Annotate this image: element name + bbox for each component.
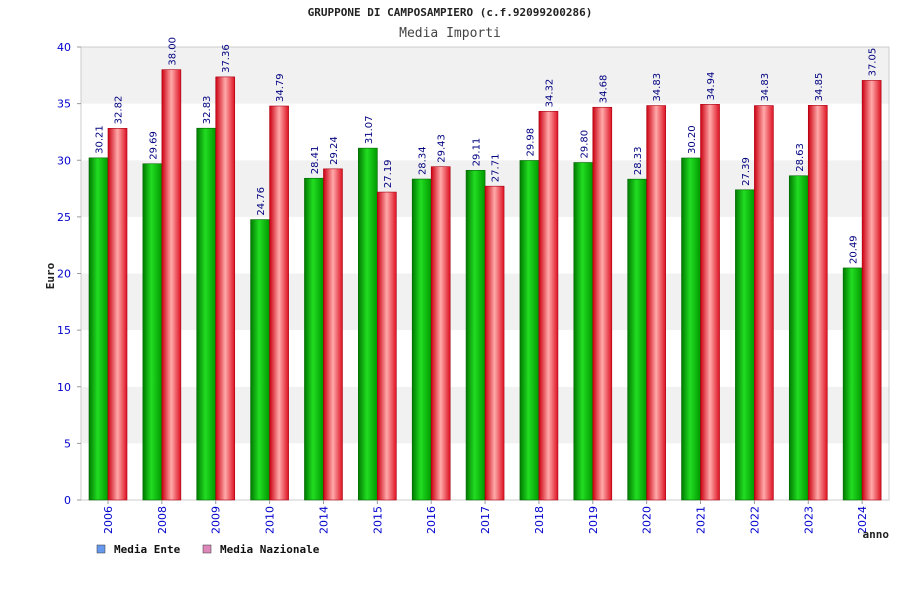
x-tick-label: 2015 [371, 506, 384, 534]
bar-media-ente [842, 267, 863, 501]
bar-media-nazionale [430, 166, 451, 501]
y-tick-label: 35 [57, 98, 71, 111]
bar-media-nazionale [592, 106, 613, 501]
bar-media-nazionale [646, 105, 666, 501]
x-tick-label: 2016 [425, 506, 438, 534]
bar-value-label: 27.39 [741, 157, 752, 186]
x-tick-label: 2017 [479, 506, 492, 534]
bar-value-label: 38.00 [167, 37, 178, 66]
x-tick-label: 2010 [264, 506, 277, 534]
x-tick-label: 2020 [641, 506, 654, 534]
y-tick-label: 40 [57, 41, 71, 54]
bar-value-label: 28.33 [633, 147, 644, 176]
x-tick-label: 2018 [533, 506, 546, 534]
bar-media-nazionale [807, 105, 828, 501]
x-axis-label: anno [863, 528, 890, 541]
x-tick-label: 2022 [748, 506, 761, 534]
bar-media-ente [681, 157, 701, 501]
y-tick-label: 5 [64, 437, 71, 450]
x-tick-label: 2021 [695, 506, 708, 534]
bar-media-nazionale [377, 191, 397, 501]
bar-value-label: 28.41 [310, 146, 321, 175]
legend-label-nazionale: Media Nazionale [220, 543, 320, 556]
bar-media-nazionale [754, 105, 774, 501]
bar-media-nazionale [484, 185, 505, 501]
bar-media-ente [788, 175, 809, 501]
bar-value-label: 29.24 [329, 136, 340, 165]
bar-value-label: 37.36 [221, 44, 232, 73]
bar-value-label: 27.19 [383, 159, 394, 188]
bar-media-ente [304, 177, 324, 501]
x-tick-label: 2024 [856, 506, 869, 534]
bar-media-ente [88, 157, 109, 501]
x-tick-label: 2023 [802, 506, 815, 534]
bar-value-label: 34.32 [544, 79, 555, 108]
bar-media-ente [250, 219, 270, 501]
bar-media-nazionale [215, 76, 236, 501]
bar-media-ente [465, 170, 486, 501]
bar-value-label: 28.63 [795, 143, 806, 172]
bar-value-label: 34.94 [706, 72, 717, 101]
bar-value-label: 29.69 [148, 131, 159, 160]
y-tick-label: 15 [57, 324, 71, 337]
bar-media-ente [573, 162, 594, 501]
bar-value-label: 32.82 [114, 96, 125, 125]
bar-value-label: 27.71 [491, 154, 502, 183]
bar-media-ente [411, 178, 432, 501]
bar-media-nazionale [861, 80, 882, 501]
bar-media-ente [519, 160, 540, 501]
y-tick-label: 10 [57, 381, 71, 394]
bar-value-label: 34.83 [652, 73, 663, 102]
x-tick-label: 2006 [102, 506, 115, 534]
bar-media-ente [142, 163, 163, 501]
y-tick-label: 20 [57, 268, 71, 281]
legend-swatch-ente [96, 544, 106, 554]
y-tick-label: 30 [57, 154, 71, 167]
bar-media-ente [735, 189, 755, 501]
bar-value-label: 30.21 [95, 125, 106, 154]
bar-value-label: 29.80 [579, 130, 590, 159]
x-tick-label: 2019 [587, 506, 600, 534]
bar-value-label: 29.43 [437, 134, 448, 163]
bar-media-nazionale [107, 128, 128, 501]
x-tick-label: 2008 [156, 506, 169, 534]
bar-media-ente [358, 147, 378, 501]
bar-value-label: 32.83 [202, 96, 213, 125]
y-tick-label: 25 [57, 211, 71, 224]
x-tick-label: 2009 [210, 506, 223, 534]
bar-value-label: 34.68 [598, 75, 609, 104]
bar-media-nazionale [269, 105, 289, 501]
bar-value-label: 30.20 [687, 125, 698, 154]
bar-media-nazionale [700, 104, 720, 501]
chart-subtitle: Media Importi [399, 26, 501, 41]
bar-value-label: 20.49 [849, 235, 860, 264]
bar-value-label: 24.76 [256, 187, 267, 216]
y-tick-label: 0 [64, 494, 71, 507]
bar-media-nazionale [161, 69, 182, 501]
legend-swatch-nazionale [202, 544, 212, 554]
y-axis-label: Euro [44, 262, 57, 289]
legend-label-ente: Media Ente [114, 543, 181, 556]
bar-value-label: 29.98 [525, 128, 536, 157]
bar-value-label: 34.83 [760, 73, 771, 102]
bar-value-label: 28.34 [418, 146, 429, 175]
bar-value-label: 31.07 [364, 115, 375, 144]
bar-value-label: 29.11 [472, 138, 483, 167]
bar-media-nazionale [538, 111, 559, 501]
legend: Media Ente Media Nazionale [96, 543, 320, 556]
chart-title: GRUPPONE DI CAMPOSAMPIERO (c.f.920992002… [308, 6, 593, 19]
bar-value-label: 37.05 [868, 48, 879, 77]
bar-value-label: 34.85 [814, 73, 825, 102]
bar-value-label: 34.79 [275, 73, 286, 102]
bar-media-nazionale [323, 168, 343, 501]
bar-media-ente [627, 178, 647, 501]
bar-media-ente [196, 127, 217, 501]
x-tick-label: 2014 [317, 506, 330, 534]
